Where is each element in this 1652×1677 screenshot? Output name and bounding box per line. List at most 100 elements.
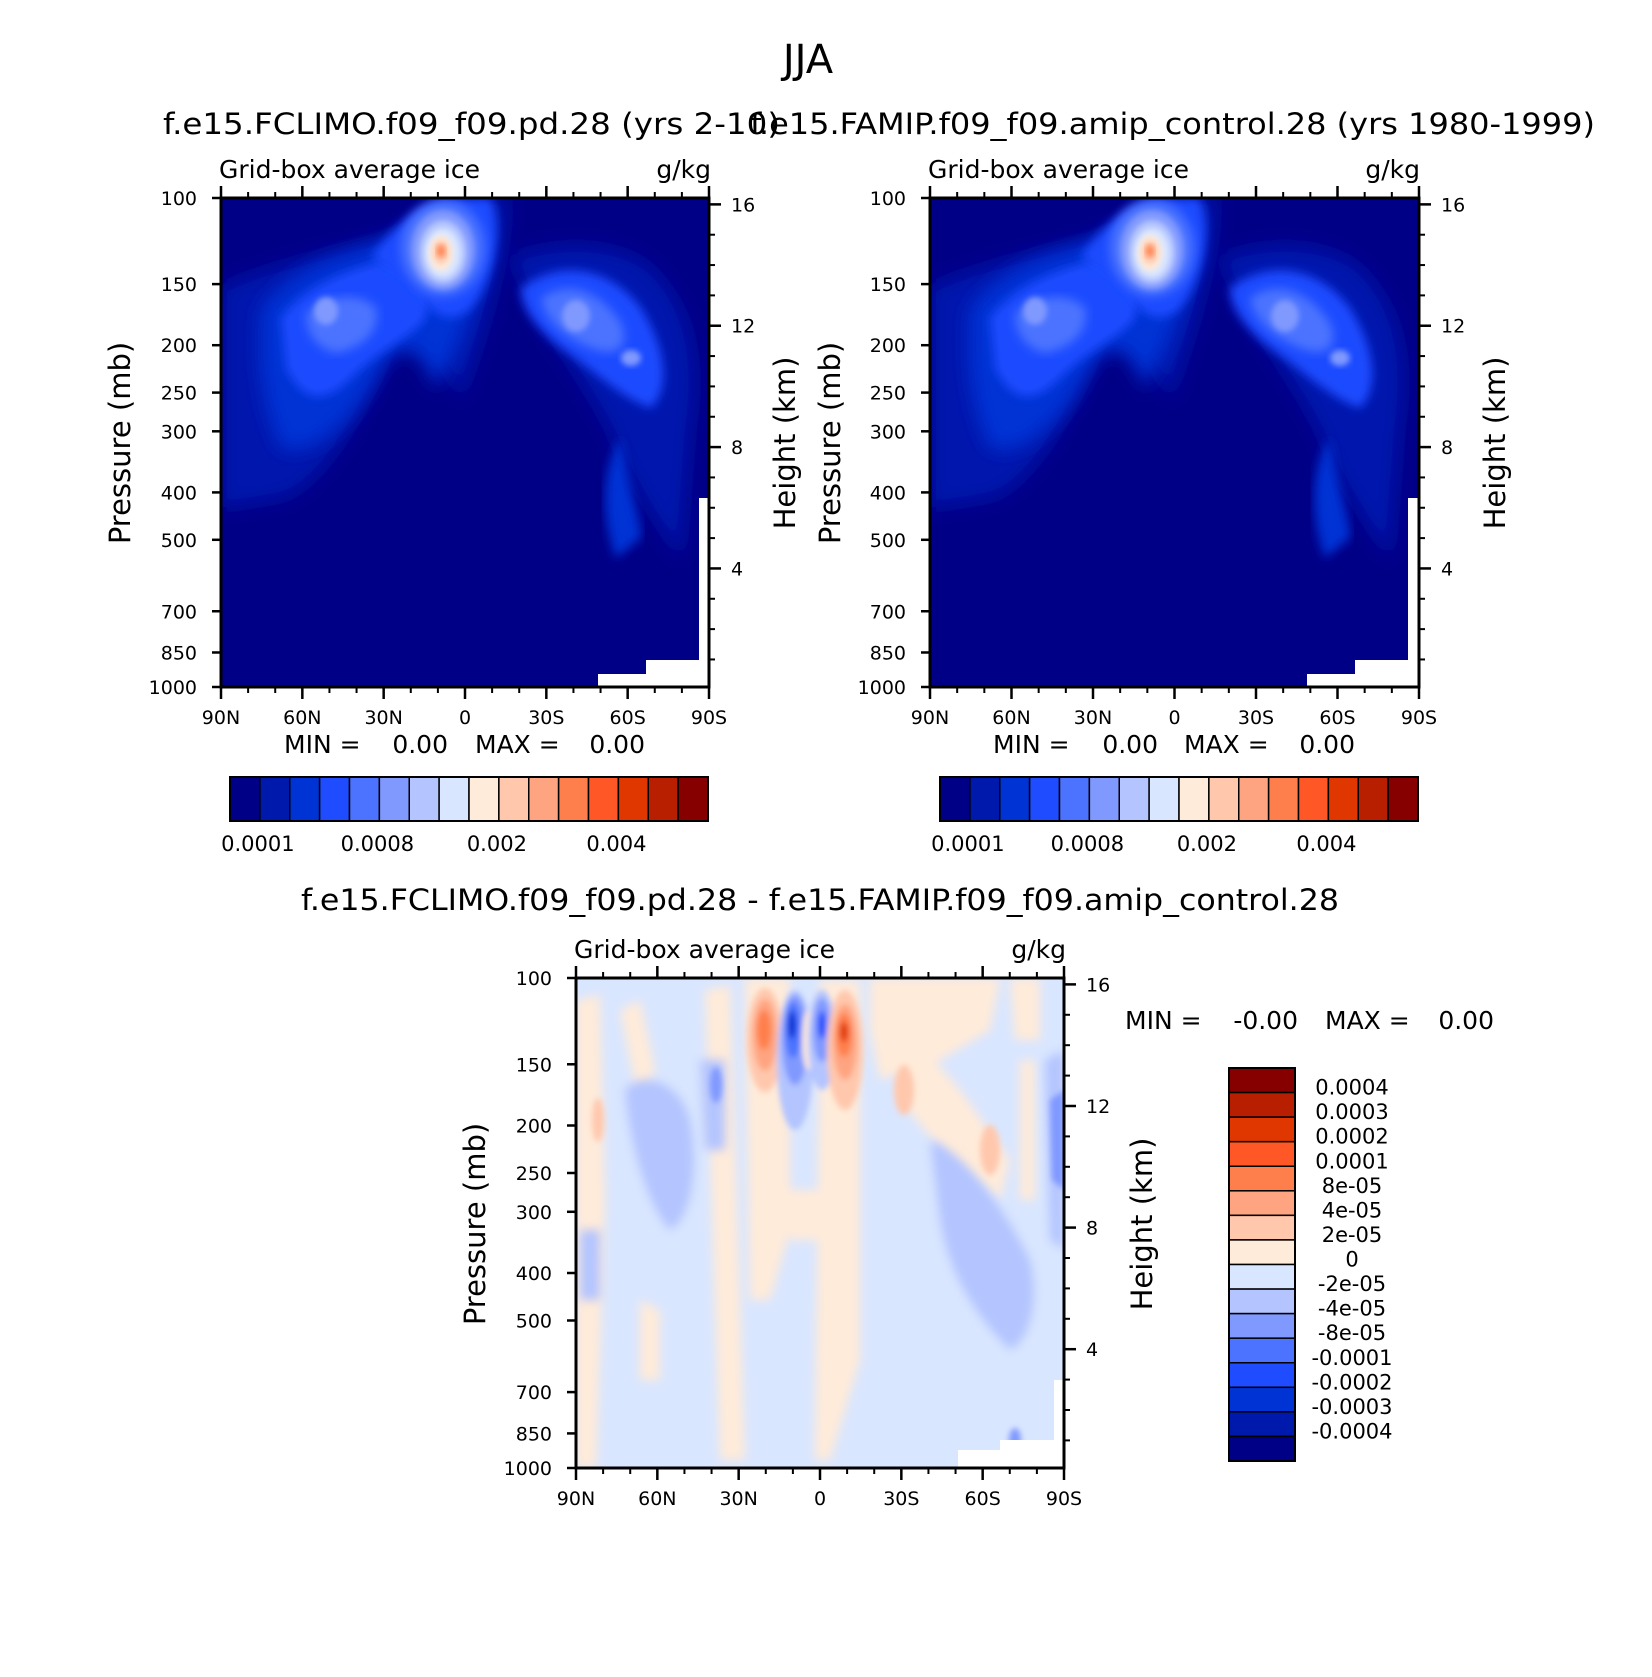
panel-3-max-value: 0.00 [1438, 1006, 1494, 1035]
y-tick-label: 100 [161, 188, 197, 210]
panel-1-min-label: MIN = [284, 730, 361, 759]
y-tick-label: 200 [870, 335, 906, 357]
panel-1-ylabel: Pressure (mb) [103, 342, 137, 544]
colorbar-box [229, 776, 261, 822]
y-tick-label: 400 [161, 482, 197, 504]
panel-2-min-value: 0.00 [1102, 730, 1158, 759]
x-tick-label: 90N [202, 707, 240, 729]
panel-1: f.e15.FCLIMO.f09_f09.pd.28 (yrs 2-10) Gr… [103, 107, 802, 856]
y-tick-label: 100 [516, 968, 552, 990]
y2-tick-label: 8 [1441, 437, 1453, 459]
colorbar-box [1028, 776, 1061, 822]
panel-3-y2label: Height (km) [1125, 1138, 1159, 1311]
y2-tick-label: 16 [1441, 194, 1465, 216]
colorbar-box [1058, 776, 1091, 822]
panel-3-y2-axis: 16 12 8 4 [1064, 974, 1110, 1442]
colorbar-tick-label: 0.0001 [221, 832, 294, 856]
colorbar-tick-label: 0.002 [1177, 832, 1237, 856]
panel-2-y-axis: 100 150 200 250 300 400 500 700 850 1000 [858, 188, 930, 699]
colorbar-box [528, 776, 560, 822]
y2-tick-label: 12 [1441, 316, 1465, 338]
x-tick-label: 0 [459, 707, 471, 729]
colorbar-box [677, 776, 709, 822]
panel-2-ylabel: Pressure (mb) [813, 342, 847, 544]
colorbar-level-label: 0.0002 [1315, 1125, 1388, 1149]
colorbar-box [1228, 1263, 1296, 1290]
x-tick-label: 30N [364, 707, 402, 729]
y-tick-label: 200 [161, 335, 197, 357]
panel-2: f.e15.FAMIP.f09_f09.amip_control.28 (yrs… [750, 107, 1595, 856]
panel-1-max-label: MAX = [475, 730, 560, 759]
colorbar-box [1148, 776, 1180, 822]
colorbar-box [1228, 1362, 1296, 1389]
colorbar-level-label: 0.0004 [1315, 1076, 1388, 1100]
y-tick-label: 850 [516, 1423, 552, 1445]
colorbar-box [438, 776, 470, 822]
colorbar-box [468, 776, 500, 822]
colorbar-box [1228, 1190, 1296, 1217]
x-tick-label: 60N [992, 707, 1030, 729]
colorbar-box [557, 776, 590, 822]
panel-3-max-label: MAX = [1325, 1006, 1410, 1035]
y-tick-label: 300 [161, 421, 197, 443]
y-tick-label: 250 [870, 383, 906, 405]
panel-2-y2label: Height (km) [1478, 357, 1512, 530]
panel-3-min-value: -0.00 [1233, 1006, 1298, 1035]
y2-tick-label: 8 [1086, 1218, 1098, 1240]
x-tick-label: 30S [1238, 707, 1274, 729]
y2-tick-label: 8 [731, 437, 743, 459]
colorbar-box [1267, 776, 1300, 822]
x-tick-label: 60S [965, 1488, 1001, 1510]
colorbar-level-label: 2e-05 [1322, 1223, 1383, 1247]
colorbar-box [378, 776, 410, 822]
y-tick-label: 500 [516, 1310, 552, 1332]
colorbar-tick-label: 0.0008 [1051, 832, 1124, 856]
panel-3-y-axis: 100 150 200 250 300 400 500 700 850 1000 [504, 968, 576, 1480]
panel-1-y2label: Height (km) [768, 357, 802, 530]
x-tick-label: 60S [1319, 707, 1355, 729]
colorbar-box [318, 776, 351, 822]
y-tick-label: 150 [161, 274, 197, 296]
panel-2-min-label: MIN = [993, 730, 1070, 759]
x-tick-label: 0 [1168, 707, 1180, 729]
colorbar-tick-label: 0.0001 [931, 832, 1004, 856]
panel-1-y-axis: 100 150 200 250 300 400 500 700 850 1000 [149, 188, 221, 699]
panel-1-max-value: 0.00 [589, 730, 645, 759]
colorbar-level-label: -2e-05 [1318, 1272, 1386, 1296]
y-tick-label: 400 [870, 482, 906, 504]
panel-3-units: g/kg [1011, 935, 1066, 964]
colorbar-level-label: 8e-05 [1322, 1174, 1383, 1198]
y-tick-label: 150 [870, 274, 906, 296]
colorbar-box [1228, 1165, 1296, 1192]
colorbar-box [1228, 1337, 1296, 1364]
y-tick-label: 500 [870, 530, 906, 552]
y-tick-label: 300 [870, 421, 906, 443]
panel-3-left-label: Grid-box average ice [574, 935, 835, 964]
y-tick-label: 700 [870, 601, 906, 623]
y2-tick-label: 16 [731, 194, 755, 216]
colorbar-box [1327, 776, 1359, 822]
colorbar-box [1118, 776, 1150, 822]
y2-tick-label: 4 [731, 558, 743, 580]
panel-3-colorbar: 0.00040.00030.00020.00018e-054e-052e-050… [1228, 1067, 1393, 1462]
colorbar-box [1228, 1312, 1296, 1339]
panel-2-colorbar: 0.0001 0.0008 0.002 0.004 [931, 776, 1419, 856]
y-tick-label: 1000 [504, 1458, 552, 1480]
colorbar-box [999, 776, 1031, 822]
colorbar-level-label: -8e-05 [1318, 1321, 1386, 1345]
colorbar-box [587, 776, 620, 822]
figure-title: JJA [780, 37, 834, 83]
colorbar-box [1208, 776, 1240, 822]
colorbar-level-label: -0.0001 [1311, 1346, 1392, 1370]
panel-1-min-value: 0.00 [392, 730, 448, 759]
panel-1-x-axis: 90N 60N 30N 0 30S 60S 90S [202, 186, 727, 729]
colorbar-box [259, 776, 291, 822]
colorbar-box [1228, 1091, 1296, 1118]
panel-2-y2-axis: 16 12 8 4 [1419, 194, 1465, 661]
x-tick-label: 30N [719, 1488, 757, 1510]
panel-2-title: f.e15.FAMIP.f09_f09.amip_control.28 (yrs… [750, 107, 1595, 141]
panel-2-left-label: Grid-box average ice [928, 155, 1189, 184]
x-tick-label: 60N [638, 1488, 676, 1510]
colorbar-level-label: 4e-05 [1322, 1198, 1383, 1222]
panel-3-ylabel: Pressure (mb) [458, 1123, 492, 1325]
